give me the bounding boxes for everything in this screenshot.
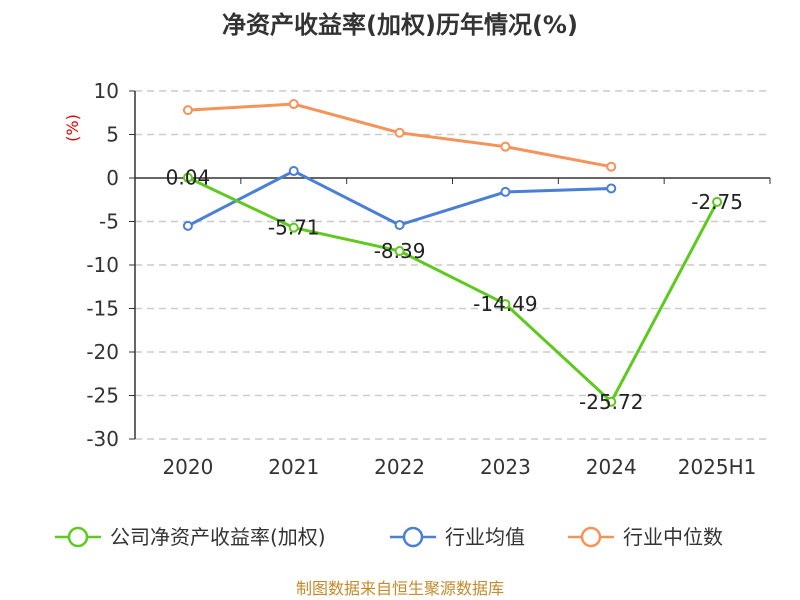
data-point <box>712 196 723 207</box>
x-tick-label: 2021 <box>268 455 319 479</box>
y-tick-label: -5 <box>99 210 119 234</box>
legend-swatch-marker <box>67 526 89 548</box>
data-point <box>606 183 617 194</box>
legend-item[interactable]: 公司净资产收益率(加权) <box>55 525 326 549</box>
data-label: -5.71 <box>268 216 320 240</box>
chart-title: 净资产收益率(加权)历年情况(%) <box>222 11 578 39</box>
x-tick-label: 2025H1 <box>678 455 757 479</box>
data-point <box>500 141 511 152</box>
data-point <box>182 220 193 231</box>
legend[interactable]: 公司净资产收益率(加权) 行业均值 行业中位数 <box>55 525 723 549</box>
series-line-1 <box>187 169 612 228</box>
data-point <box>500 186 511 197</box>
legend-item[interactable]: 行业均值 <box>390 525 525 549</box>
data-point <box>394 127 405 138</box>
data-label: -14.49 <box>473 292 537 316</box>
y-tick-label: 5 <box>106 123 119 147</box>
y-tick-label: 0 <box>106 166 119 190</box>
data-point <box>182 105 193 116</box>
x-tick-label: 2024 <box>586 455 637 479</box>
legend-label: 行业均值 <box>445 525 525 549</box>
data-label: 0.04 <box>166 166 211 190</box>
data-point <box>394 245 405 256</box>
data-point <box>288 166 299 177</box>
source-note: 制图数据来自恒生聚源数据库 <box>296 579 504 598</box>
data-point <box>288 99 299 110</box>
legend-label: 行业中位数 <box>623 525 723 549</box>
y-tick-label: 10 <box>94 79 119 103</box>
data-label: -2.75 <box>691 190 743 214</box>
x-tick-label: 2023 <box>480 455 531 479</box>
x-axis-ticks: 2020 2021 2022 2023 2024 2025H1 <box>162 455 756 479</box>
data-label: -8.39 <box>374 239 426 263</box>
grid-lines <box>135 90 770 440</box>
legend-swatch-marker <box>580 526 602 548</box>
legend-label: 公司净资产收益率(加权) <box>110 525 326 549</box>
y-axis-ticks: 10 5 0 -5 -10 -15 -20 -25 -30 <box>86 79 135 451</box>
x-tick-label: 2022 <box>374 455 425 479</box>
x-tick-label: 2020 <box>162 455 213 479</box>
series-lines <box>182 99 723 407</box>
y-tick-label: -20 <box>86 340 119 364</box>
y-tick-label: -10 <box>86 253 119 277</box>
data-label: -25.72 <box>579 390 643 414</box>
series-line-0 <box>187 176 719 404</box>
y-axis-unit: (%) <box>63 114 82 142</box>
data-point <box>394 219 405 230</box>
data-point <box>182 172 193 183</box>
data-point <box>288 222 299 233</box>
data-point <box>606 161 617 172</box>
data-labels: 0.04 -5.71 -8.39 -14.49 -25.72 -2.75 <box>166 166 743 414</box>
legend-swatch-marker <box>402 526 424 548</box>
y-tick-label: -30 <box>86 427 119 451</box>
y-tick-label: -25 <box>86 384 119 408</box>
legend-item[interactable]: 行业中位数 <box>568 525 723 549</box>
data-point <box>500 299 511 310</box>
y-tick-label: -15 <box>86 297 119 321</box>
axes <box>134 91 771 439</box>
data-point <box>606 396 617 407</box>
